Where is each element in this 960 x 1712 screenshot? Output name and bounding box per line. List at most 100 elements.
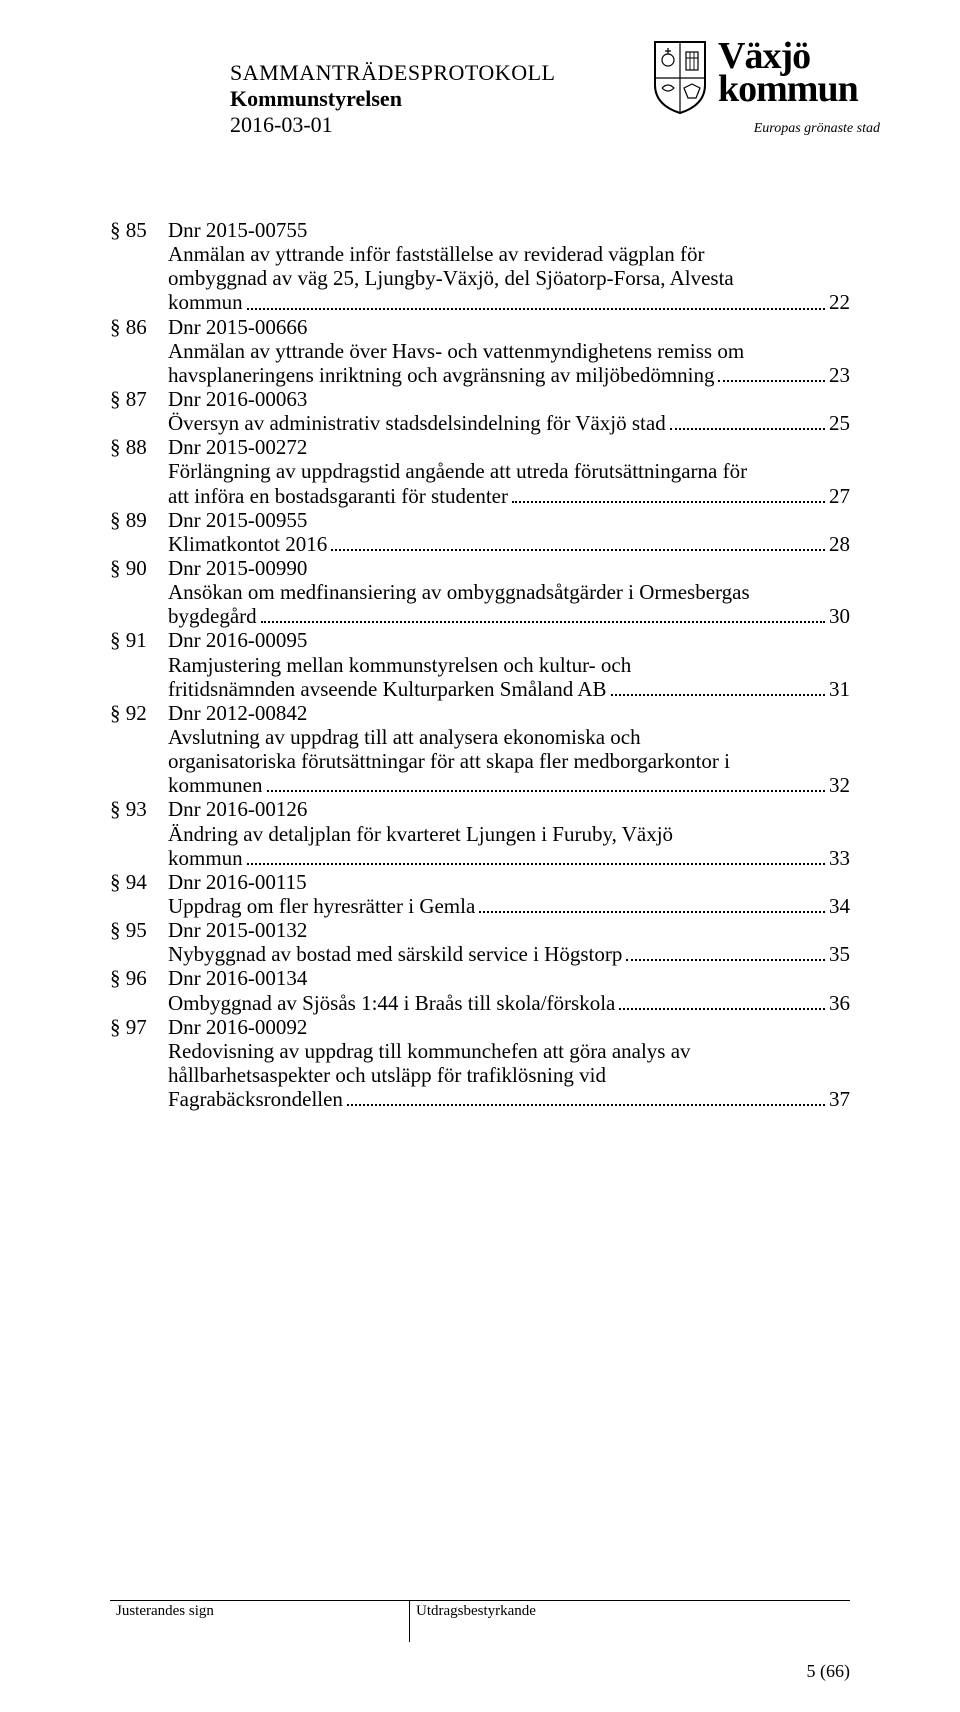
toc-title-text: havsplaneringens inriktning och avgränsn… (168, 363, 714, 387)
toc-title-line: Förlängning av uppdragstid angående att … (168, 459, 850, 483)
toc-page-number: 22 (829, 290, 850, 314)
toc-title-last-line: Fagrabäcksrondellen 37 (168, 1087, 850, 1111)
toc-section-number: § 88 (110, 435, 168, 459)
toc-leader (619, 1008, 825, 1010)
toc-dnr: Dnr 2016-00095 (168, 628, 850, 652)
toc-title-text: kommun (168, 846, 243, 870)
toc-title-last-line: Översyn av administrativ stadsdelsindeln… (168, 411, 850, 435)
toc-section-number: § 93 (110, 797, 168, 821)
toc-title-text: Fagrabäcksrondellen (168, 1087, 343, 1111)
toc-page-number: 30 (829, 604, 850, 628)
toc-title-line: Anmälan av yttrande över Havs- och vatte… (168, 339, 850, 363)
page-number: 5 (66) (807, 1661, 851, 1682)
toc-entry-body: Dnr 2012-00842Avslutning av uppdrag till… (168, 701, 850, 798)
toc-entry: § 85Dnr 2015-00755Anmälan av yttrande in… (110, 218, 850, 315)
toc-page-number: 33 (829, 846, 850, 870)
toc-leader (626, 959, 825, 961)
toc-dnr: Dnr 2015-00666 (168, 315, 850, 339)
toc-page-number: 23 (829, 363, 850, 387)
toc-title-line: Redovisning av uppdrag till kommunchefen… (168, 1039, 850, 1063)
logo: Växjö kommun Europas grönaste stad (650, 40, 880, 137)
toc-section-number: § 85 (110, 218, 168, 242)
toc-entry-body: Dnr 2016-00092Redovisning av uppdrag til… (168, 1015, 850, 1112)
toc-title-line: Anmälan av yttrande inför fastställelse … (168, 242, 850, 266)
toc-leader (261, 621, 825, 623)
toc-page-number: 25 (829, 411, 850, 435)
logo-text-line2: kommun (718, 73, 858, 106)
toc-title-last-line: kommunen 32 (168, 773, 850, 797)
toc-leader (512, 501, 825, 503)
toc-title-text: Nybyggnad av bostad med särskild service… (168, 942, 622, 966)
toc-title-text: Uppdrag om fler hyresrätter i Gemla (168, 894, 475, 918)
toc-entry: § 95Dnr 2015-00132Nybyggnad av bostad me… (110, 918, 850, 966)
toc-entry: § 92Dnr 2012-00842Avslutning av uppdrag … (110, 701, 850, 798)
toc-section-number: § 90 (110, 556, 168, 580)
toc-title-text: Klimatkontot 2016 (168, 532, 327, 556)
toc-entry-body: Dnr 2015-00666Anmälan av yttrande över H… (168, 315, 850, 387)
toc-entry: § 88Dnr 2015-00272Förlängning av uppdrag… (110, 435, 850, 507)
toc-leader (347, 1104, 825, 1106)
toc-entry: § 93Dnr 2016-00126Ändring av detaljplan … (110, 797, 850, 869)
toc-entry: § 90Dnr 2015-00990Ansökan om medfinansie… (110, 556, 850, 628)
toc-title-line: hållbarhetsaspekter och utsläpp för traf… (168, 1063, 850, 1087)
table-of-contents: § 85Dnr 2015-00755Anmälan av yttrande in… (0, 158, 960, 1111)
toc-page-number: 37 (829, 1087, 850, 1111)
toc-leader (670, 428, 825, 430)
toc-section-number: § 89 (110, 508, 168, 532)
toc-entry-body: Dnr 2016-00115Uppdrag om fler hyresrätte… (168, 870, 850, 918)
document-header: SAMMANTRÄDESPROTOKOLL Kommunstyrelsen 20… (0, 0, 960, 158)
toc-title-last-line: att införa en bostadsgaranti för student… (168, 484, 850, 508)
toc-leader (247, 863, 825, 865)
toc-entry: § 91Dnr 2016-00095Ramjustering mellan ko… (110, 628, 850, 700)
toc-title-text: att införa en bostadsgaranti för student… (168, 484, 508, 508)
toc-title-line: Ändring av detaljplan för kvarteret Ljun… (168, 822, 850, 846)
toc-dnr: Dnr 2015-00132 (168, 918, 850, 942)
toc-leader (331, 549, 825, 551)
toc-title-line: organisatoriska förutsättningar för att … (168, 749, 850, 773)
toc-title-last-line: fritidsnämnden avseende Kulturparken Små… (168, 677, 850, 701)
toc-section-number: § 94 (110, 870, 168, 894)
toc-title-text: kommun (168, 290, 243, 314)
toc-entry: § 97Dnr 2016-00092Redovisning av uppdrag… (110, 1015, 850, 1112)
toc-section-number: § 97 (110, 1015, 168, 1039)
toc-entry: § 87Dnr 2016-00063Översyn av administrat… (110, 387, 850, 435)
toc-section-number: § 92 (110, 701, 168, 725)
toc-dnr: Dnr 2015-00990 (168, 556, 850, 580)
toc-section-number: § 87 (110, 387, 168, 411)
toc-entry: § 86Dnr 2015-00666Anmälan av yttrande öv… (110, 315, 850, 387)
footer-right-label: Utdragsbestyrkande (410, 1601, 850, 1642)
toc-section-number: § 96 (110, 966, 168, 990)
toc-leader (611, 694, 825, 696)
toc-dnr: Dnr 2015-00755 (168, 218, 850, 242)
toc-entry: § 89Dnr 2015-00955Klimatkontot 201628 (110, 508, 850, 556)
toc-entry: § 94Dnr 2016-00115Uppdrag om fler hyresr… (110, 870, 850, 918)
toc-title-line: Ansökan om medfinansiering av ombyggnads… (168, 580, 850, 604)
toc-entry-body: Dnr 2015-00272Förlängning av uppdragstid… (168, 435, 850, 507)
toc-title-text: kommunen (168, 773, 263, 797)
toc-page-number: 35 (829, 942, 850, 966)
toc-page-number: 31 (829, 677, 850, 701)
toc-leader (247, 308, 825, 310)
toc-title-line: Avslutning av uppdrag till att analysera… (168, 725, 850, 749)
toc-entry-body: Dnr 2016-00134Ombyggnad av Sjösås 1:44 i… (168, 966, 850, 1014)
toc-entry-body: Dnr 2015-00132Nybyggnad av bostad med sä… (168, 918, 850, 966)
toc-entry-body: Dnr 2016-00063Översyn av administrativ s… (168, 387, 850, 435)
toc-page-number: 36 (829, 991, 850, 1015)
toc-section-number: § 86 (110, 315, 168, 339)
toc-section-number: § 91 (110, 628, 168, 652)
toc-leader (267, 790, 826, 792)
toc-entry: § 96Dnr 2016-00134Ombyggnad av Sjösås 1:… (110, 966, 850, 1014)
toc-title-last-line: Uppdrag om fler hyresrätter i Gemla34 (168, 894, 850, 918)
toc-title-last-line: kommun 33 (168, 846, 850, 870)
toc-dnr: Dnr 2016-00063 (168, 387, 850, 411)
crest-icon (650, 40, 710, 115)
toc-title-last-line: Klimatkontot 201628 (168, 532, 850, 556)
toc-dnr: Dnr 2012-00842 (168, 701, 850, 725)
toc-entry-body: Dnr 2015-00955Klimatkontot 201628 (168, 508, 850, 556)
toc-title-last-line: havsplaneringens inriktning och avgränsn… (168, 363, 850, 387)
toc-page-number: 27 (829, 484, 850, 508)
footer-left-label: Justerandes sign (110, 1601, 410, 1642)
toc-title-last-line: kommun 22 (168, 290, 850, 314)
toc-dnr: Dnr 2016-00126 (168, 797, 850, 821)
toc-page-number: 32 (829, 773, 850, 797)
